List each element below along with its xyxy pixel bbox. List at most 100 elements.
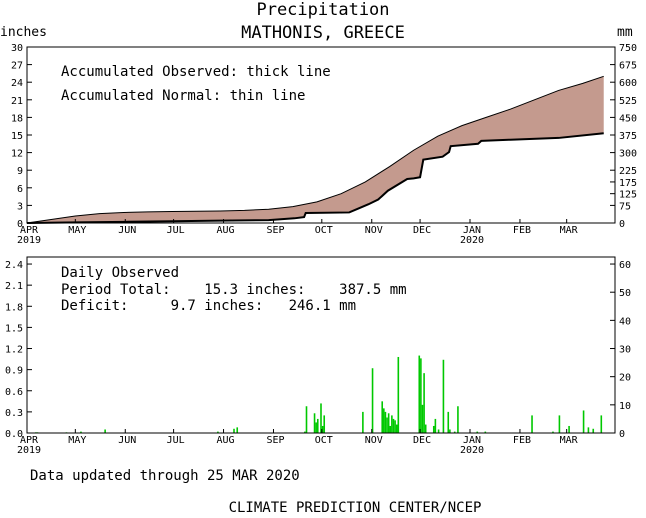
mm-tick-label: 40 bbox=[619, 316, 631, 327]
mm-tick-label: 175 bbox=[619, 178, 637, 189]
daily-bar bbox=[394, 420, 396, 433]
daily-plot-frame bbox=[26, 256, 616, 434]
daily-bar bbox=[371, 368, 374, 433]
y-tick-label: 0 bbox=[17, 219, 23, 230]
x-tick-label: APR bbox=[20, 435, 39, 446]
daily-bar bbox=[447, 411, 450, 433]
daily-bar bbox=[217, 431, 219, 433]
x-year-label: 2019 bbox=[17, 235, 41, 246]
x-tick-label: JUL bbox=[167, 435, 185, 446]
daily-bar bbox=[80, 431, 82, 433]
y-tick-label: 1.5 bbox=[5, 323, 23, 334]
chart-title: Precipitation bbox=[256, 0, 389, 20]
daily-bar bbox=[582, 410, 585, 433]
daily-bar bbox=[552, 431, 554, 433]
mm-tick-label: 50 bbox=[619, 288, 631, 299]
x-tick-label: MAR bbox=[560, 225, 579, 236]
daily-bar bbox=[233, 428, 235, 433]
y-tick-label: 2.1 bbox=[5, 281, 23, 292]
chart-subtitle: MATHONIS, GREECE bbox=[241, 23, 405, 43]
daily-bar bbox=[568, 425, 570, 433]
x-year-label: 2020 bbox=[460, 445, 484, 456]
credit-text: CLIMATE PREDICTION CENTER/NCEP bbox=[229, 500, 482, 516]
y-tick-label: 0.6 bbox=[5, 387, 23, 398]
x-tick-label: FEB bbox=[513, 435, 531, 446]
x-tick-label: JAN bbox=[463, 225, 481, 236]
x-tick-label: AUG bbox=[217, 435, 235, 446]
accumulated-y-axis: 0 3 6 9 12 15 18 21 24 27 30 bbox=[11, 43, 32, 230]
y-tick-label: 6 bbox=[17, 184, 23, 195]
x-tick-label: JUL bbox=[167, 225, 185, 236]
daily-bar bbox=[305, 406, 308, 433]
daily-bar bbox=[362, 411, 364, 433]
y-tick-label: 1.2 bbox=[5, 345, 23, 356]
y-tick-label: 18 bbox=[11, 113, 23, 124]
daily-bar bbox=[420, 358, 422, 433]
daily-bar bbox=[384, 411, 387, 433]
daily-bar bbox=[600, 415, 603, 433]
daily-bar bbox=[313, 413, 316, 433]
y-tick-label: 9 bbox=[17, 166, 23, 177]
daily-panel: 0.0 0.3 0.6 0.9 1.2 1.5 1.8 2.1 2.4 0 10 20 30 40 50 6… bbox=[5, 256, 631, 456]
daily-bar bbox=[391, 415, 393, 433]
x-tick-label: MAY bbox=[68, 435, 86, 446]
x-tick-label: OCT bbox=[315, 225, 333, 236]
y-tick-label: 21 bbox=[11, 96, 23, 107]
x-tick-label: JUN bbox=[118, 225, 136, 236]
y-tick-label: 1.8 bbox=[5, 302, 23, 313]
daily-bar bbox=[386, 417, 388, 433]
daily-bar bbox=[383, 408, 385, 433]
x-tick-label: SEP bbox=[266, 435, 284, 446]
daily-bar bbox=[442, 359, 445, 433]
mm-tick-label: 10 bbox=[619, 401, 631, 412]
left-axis-unit: inches bbox=[0, 25, 47, 40]
x-tick-label: DEC bbox=[413, 225, 431, 236]
x-tick-label: SEP bbox=[266, 225, 284, 236]
mm-tick-label: 20 bbox=[619, 373, 631, 384]
daily-y-axis: 0.0 0.3 0.6 0.9 1.2 1.5 1.8 2.1 2.4 bbox=[5, 260, 32, 440]
daily-bar bbox=[476, 431, 479, 433]
data-updated-text: Data updated through 25 MAR 2020 bbox=[30, 468, 300, 484]
x-tick-label: DEC bbox=[413, 435, 431, 446]
daily-bar bbox=[424, 424, 427, 433]
daily-bar bbox=[484, 431, 487, 433]
mm-tick-label: 750 bbox=[619, 43, 637, 54]
mm-tick-label: 30 bbox=[619, 345, 631, 356]
mm-tick-label: 75 bbox=[619, 201, 631, 212]
accumulated-observed-line bbox=[26, 132, 604, 224]
daily-title: Daily Observed bbox=[61, 265, 179, 281]
y-tick-label: 0.9 bbox=[5, 366, 23, 377]
right-axis-unit: mm bbox=[617, 25, 633, 40]
daily-bar bbox=[389, 425, 392, 433]
x-tick-label: AUG bbox=[217, 225, 235, 236]
daily-bar bbox=[316, 418, 319, 433]
daily-bar bbox=[397, 356, 400, 433]
mm-tick-label: 675 bbox=[619, 61, 637, 72]
y-tick-label: 0.0 bbox=[5, 429, 23, 440]
accumulated-plot-area bbox=[26, 75, 604, 224]
daily-bar bbox=[587, 427, 590, 433]
x-tick-label: NOV bbox=[365, 435, 383, 446]
daily-bar bbox=[453, 431, 456, 433]
daily-bar bbox=[558, 415, 561, 433]
x-tick-label: FEB bbox=[513, 225, 531, 236]
daily-bar bbox=[392, 418, 395, 433]
y-tick-label: 0.3 bbox=[5, 408, 23, 419]
mm-tick-label: 225 bbox=[619, 166, 637, 177]
mm-tick-label: 525 bbox=[619, 96, 637, 107]
daily-bar bbox=[236, 427, 239, 433]
observed-legend-text: Accumulated Observed: thick line bbox=[61, 64, 331, 80]
daily-bar bbox=[437, 429, 440, 433]
daily-bar bbox=[592, 428, 595, 433]
normal-legend-text: Accumulated Normal: thin line bbox=[61, 88, 305, 104]
mm-tick-label: 60 bbox=[619, 260, 631, 271]
x-tick-label: MAY bbox=[68, 225, 86, 236]
mm-tick-label: 300 bbox=[619, 149, 637, 160]
daily-bar bbox=[421, 404, 424, 433]
daily-plot-area bbox=[35, 355, 603, 433]
daily-x-axis: APR MAY JUN JUL AUG SEP OCT NOV DEC JAN FEB MAR 2019… bbox=[17, 429, 579, 456]
daily-bar bbox=[387, 413, 390, 433]
accumulated-x-axis: APR MAY JUN JUL AUG SEP OCT NOV DEC JAN FEB MAR 2019… bbox=[17, 219, 579, 246]
